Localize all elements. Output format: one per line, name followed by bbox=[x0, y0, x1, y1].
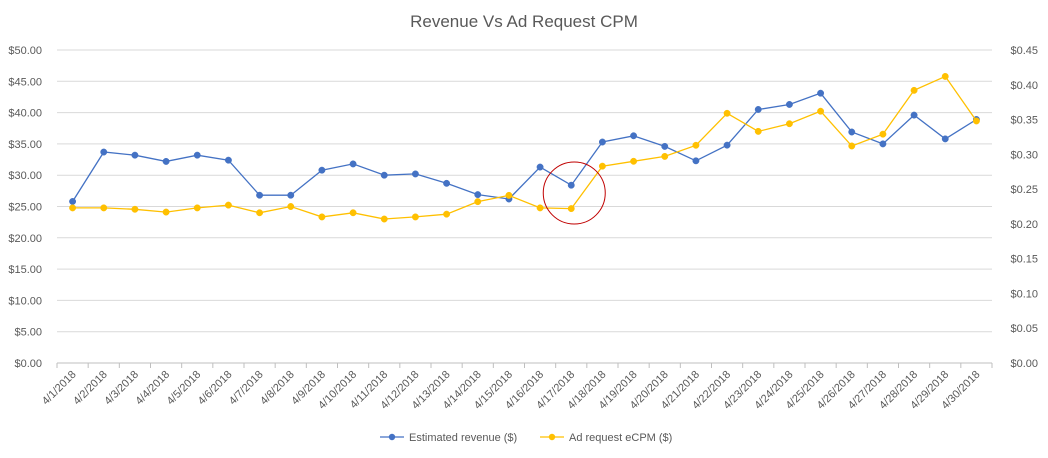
data-point bbox=[69, 198, 77, 205]
series-1 bbox=[69, 72, 980, 223]
data-point bbox=[349, 160, 357, 168]
data-point bbox=[723, 109, 731, 117]
data-point bbox=[474, 191, 482, 199]
data-point bbox=[162, 208, 170, 216]
legend-label: Ad request eCPM ($) bbox=[569, 432, 672, 444]
data-point bbox=[785, 101, 793, 108]
data-point bbox=[941, 135, 949, 143]
data-point bbox=[630, 157, 638, 165]
series-line bbox=[72, 75, 977, 220]
data-point bbox=[193, 151, 201, 159]
data-point bbox=[100, 148, 108, 156]
data-point bbox=[692, 141, 700, 149]
left-axis-tick-label: $50.00 bbox=[8, 45, 42, 57]
right-axis-tick-label: $0.25 bbox=[1010, 184, 1038, 196]
data-point bbox=[224, 201, 232, 209]
highlight-circle bbox=[542, 161, 606, 225]
left-axis-tick-label: $45.00 bbox=[8, 76, 42, 88]
legend-item-1: Ad request eCPM ($) bbox=[540, 432, 672, 444]
data-point bbox=[848, 142, 856, 150]
data-point bbox=[69, 204, 77, 212]
legend: Estimated revenue ($) Ad request eCPM ($) bbox=[380, 432, 672, 444]
series-layer bbox=[69, 72, 980, 223]
left-axis-tick-label: $0.00 bbox=[14, 358, 42, 370]
data-point bbox=[256, 191, 264, 199]
data-point bbox=[972, 117, 980, 125]
data-point bbox=[100, 204, 108, 212]
data-point bbox=[692, 157, 700, 165]
legend-marker bbox=[388, 433, 396, 441]
legend-label: Estimated revenue ($) bbox=[409, 432, 517, 444]
annotation-layer bbox=[542, 161, 606, 225]
left-axis-tick-label: $5.00 bbox=[14, 327, 42, 339]
left-axis-tick-label: $40.00 bbox=[8, 108, 42, 120]
left-axis-tick-label: $20.00 bbox=[8, 233, 42, 245]
data-point bbox=[318, 213, 326, 221]
data-point bbox=[380, 215, 388, 223]
left-axis-ticks: $0.00 $5.00 $10.00 $15.00 $20.00 $25.00 $30.00… bbox=[8, 45, 42, 370]
data-point bbox=[131, 151, 139, 159]
data-point bbox=[380, 171, 388, 179]
data-point bbox=[567, 181, 575, 189]
data-point bbox=[661, 152, 669, 160]
data-point bbox=[443, 179, 451, 187]
data-point bbox=[910, 111, 918, 119]
data-point bbox=[536, 163, 544, 171]
data-point bbox=[318, 166, 326, 174]
data-point bbox=[411, 213, 419, 221]
data-point bbox=[287, 191, 295, 199]
right-axis-tick-label: $0.15 bbox=[1010, 254, 1038, 266]
right-axis-tick-label: $0.20 bbox=[1010, 219, 1038, 231]
left-axis-tick-label: $10.00 bbox=[8, 295, 42, 307]
data-point bbox=[817, 107, 825, 115]
data-point bbox=[567, 205, 575, 213]
right-axis-tick-label: $0.10 bbox=[1010, 288, 1038, 300]
data-point bbox=[661, 142, 669, 150]
data-point bbox=[224, 156, 232, 164]
right-axis-tick-label: $0.30 bbox=[1010, 149, 1038, 161]
data-point bbox=[941, 72, 949, 80]
data-point bbox=[785, 120, 793, 128]
gridlines bbox=[56, 49, 993, 368]
data-point bbox=[443, 210, 451, 218]
data-point bbox=[411, 170, 419, 178]
data-point bbox=[598, 138, 606, 146]
data-point bbox=[349, 209, 357, 217]
data-point bbox=[131, 205, 139, 213]
right-axis-tick-label: $0.35 bbox=[1010, 115, 1038, 127]
data-point bbox=[474, 198, 482, 206]
data-point bbox=[723, 141, 731, 149]
legend-item-0: Estimated revenue ($) bbox=[380, 432, 517, 444]
data-point bbox=[630, 132, 638, 140]
legend-marker bbox=[548, 433, 556, 441]
data-point bbox=[287, 203, 295, 210]
data-point bbox=[879, 130, 887, 138]
data-point bbox=[817, 89, 825, 97]
data-point bbox=[879, 140, 887, 148]
right-axis-tick-label: $0.00 bbox=[1010, 358, 1038, 370]
series-line bbox=[72, 92, 977, 202]
data-point bbox=[598, 162, 606, 170]
left-axis-tick-label: $25.00 bbox=[8, 202, 42, 214]
right-axis-tick-label: $0.45 bbox=[1010, 45, 1038, 57]
data-point bbox=[910, 86, 918, 94]
right-axis-tick-label: $0.05 bbox=[1010, 323, 1038, 335]
chart-title: Revenue Vs Ad Request CPM bbox=[410, 12, 638, 31]
left-axis-tick-label: $15.00 bbox=[8, 264, 42, 276]
data-point bbox=[193, 204, 201, 212]
data-point bbox=[754, 127, 762, 135]
data-point bbox=[256, 209, 264, 217]
data-point bbox=[162, 157, 170, 165]
left-axis-tick-label: $30.00 bbox=[8, 170, 42, 182]
data-point bbox=[505, 191, 513, 199]
data-point bbox=[536, 204, 544, 212]
right-axis-ticks: $0.00 $0.05 $0.10 $0.15 $0.20 $0.25 $0.30 $0.35… bbox=[1010, 45, 1038, 370]
left-axis-tick-label: $35.00 bbox=[8, 139, 42, 151]
right-axis-tick-label: $0.40 bbox=[1010, 80, 1038, 92]
data-point bbox=[754, 106, 762, 113]
data-point bbox=[848, 128, 856, 136]
